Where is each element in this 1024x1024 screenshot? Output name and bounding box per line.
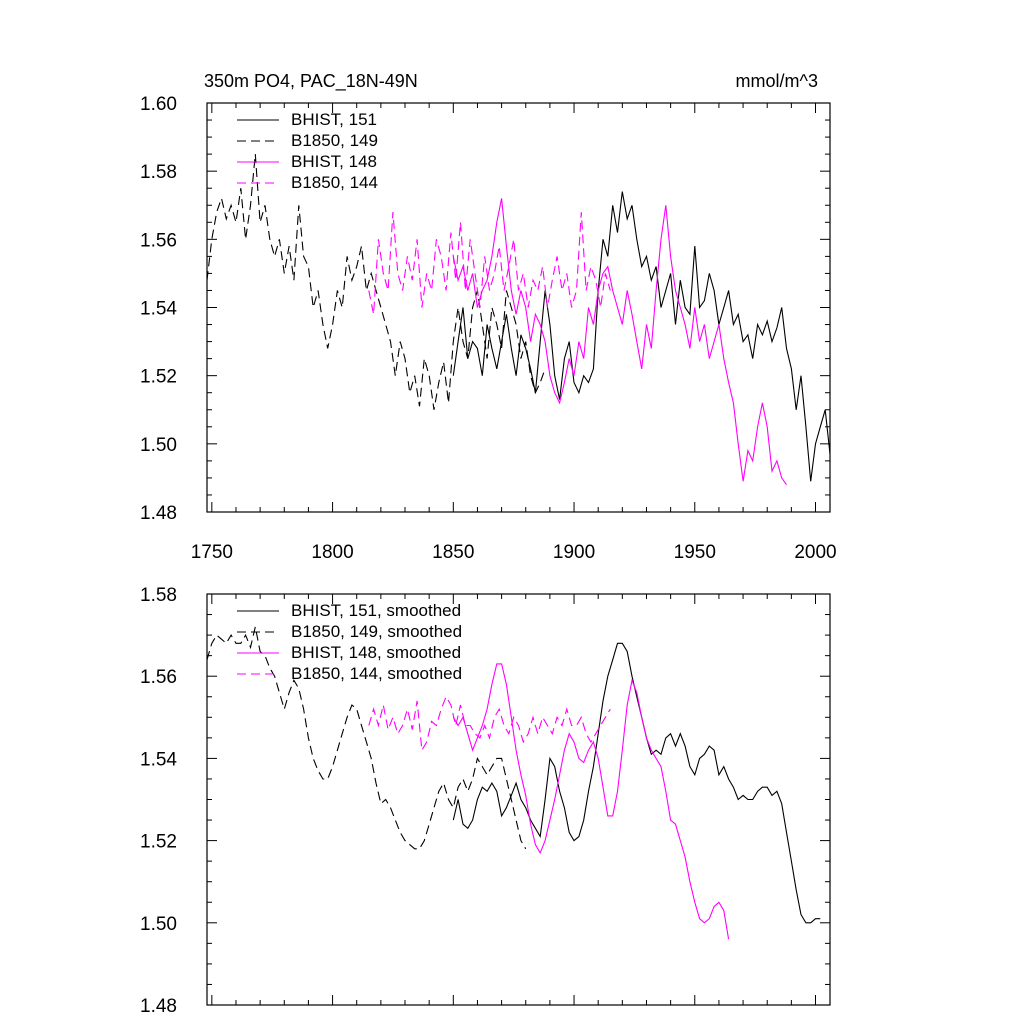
series-line <box>452 198 787 486</box>
legend-label: B1850, 144, smoothed <box>291 664 462 683</box>
y-tick-label: 1.48 <box>140 503 177 524</box>
series-line <box>452 663 730 940</box>
units-label: mmol/m^3 <box>736 71 818 91</box>
legend-label: BHIST, 148, smoothed <box>291 643 461 662</box>
legend-label: B1850, 149, smoothed <box>291 622 462 641</box>
legend-label: BHIST, 148 <box>291 152 377 171</box>
y-tick-label: 1.56 <box>140 230 177 251</box>
series-line <box>368 212 611 315</box>
x-tick-label: 1950 <box>674 542 716 563</box>
y-tick-label: 1.48 <box>140 996 177 1017</box>
legend-label: B1850, 144 <box>291 173 378 192</box>
y-tick-label: 1.50 <box>140 435 177 456</box>
y-tick-label: 1.54 <box>140 749 177 770</box>
y-tick-label: 1.60 <box>140 94 177 115</box>
legend-label: B1850, 149 <box>291 131 378 150</box>
x-tick-label: 2000 <box>794 542 836 563</box>
legend-label: BHIST, 151 <box>291 110 377 129</box>
y-tick-label: 1.52 <box>140 367 177 388</box>
series-line <box>206 626 527 850</box>
y-tick-label: 1.54 <box>140 299 177 320</box>
top-panel: 350m PO4, PAC_18N-49N mmol/m^3 1.48 1.50 1… <box>140 71 837 563</box>
bottom-panel: 1.48 1.50 1.52 1.54 1.56 1.58 BHIST, 151, smoo… <box>140 585 831 1017</box>
y-tick-label: 1.58 <box>140 585 177 606</box>
series-line <box>452 642 821 924</box>
x-tick-label: 1750 <box>191 542 233 563</box>
chart-title: 350m PO4, PAC_18N-49N <box>204 71 418 92</box>
legend-label: BHIST, 151, smoothed <box>291 601 461 620</box>
series-line <box>452 191 831 482</box>
y-tick-label: 1.58 <box>140 162 177 183</box>
x-tick-label: 1800 <box>311 542 353 563</box>
y-tick-label: 1.52 <box>140 832 177 853</box>
series-line <box>368 695 611 752</box>
y-tick-label: 1.56 <box>140 667 177 688</box>
y-tick-label: 1.50 <box>140 914 177 935</box>
x-tick-label: 1900 <box>553 542 595 563</box>
x-tick-label: 1850 <box>432 542 474 563</box>
series-line <box>206 154 546 410</box>
